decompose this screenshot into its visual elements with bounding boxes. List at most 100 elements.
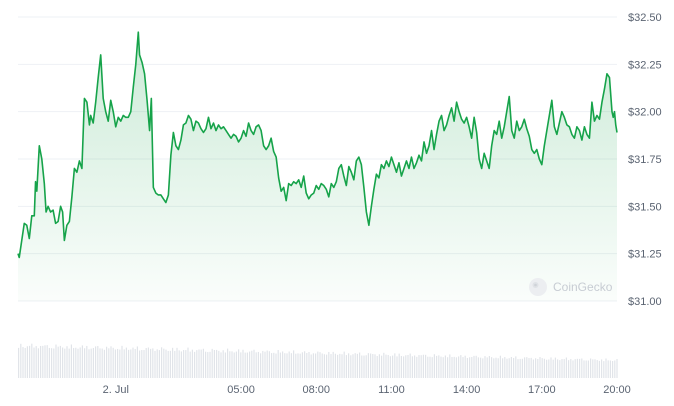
- volume-bar: [385, 354, 387, 378]
- volume-bar: [411, 356, 413, 378]
- volume-bar: [563, 359, 565, 378]
- volume-bar: [266, 350, 268, 378]
- volume-bar: [332, 351, 334, 378]
- volume-bar: [328, 351, 330, 378]
- volume-bar: [211, 348, 213, 378]
- volume-bar: [167, 350, 169, 378]
- volume-bar: [458, 356, 460, 378]
- volume-bar: [378, 354, 380, 378]
- volume-bar: [466, 357, 468, 378]
- y-tick-label: $31.75: [628, 154, 662, 166]
- volume-bar: [532, 359, 534, 378]
- volume-bar: [158, 350, 160, 378]
- volume-bar: [216, 349, 218, 378]
- volume-bar: [35, 346, 37, 378]
- volume-bar: [88, 349, 90, 378]
- volume-bar: [367, 353, 369, 378]
- volume-bar: [326, 354, 328, 378]
- volume-bar: [70, 344, 72, 378]
- volume-bar: [420, 355, 422, 378]
- coingecko-logo-icon: [529, 278, 547, 296]
- volume-bar: [279, 352, 281, 378]
- volume-bar: [218, 350, 220, 378]
- volume-bar: [20, 343, 22, 378]
- volume-bar: [64, 348, 66, 378]
- price-line[interactable]: [17, 31, 618, 259]
- volume-bar: [480, 357, 482, 378]
- volume-bar: [370, 353, 372, 378]
- volume-bar: [352, 354, 354, 378]
- volume-bar: [77, 348, 79, 378]
- volume-bar: [524, 357, 526, 378]
- volume-bar: [565, 357, 567, 378]
- volume-bar: [147, 347, 149, 378]
- coingecko-watermark: CoinGecko: [529, 278, 613, 296]
- volume-bar: [601, 359, 603, 378]
- volume-bar: [209, 351, 211, 378]
- volume-bar: [37, 348, 39, 378]
- volume-bar: [581, 358, 583, 378]
- volume-bar: [24, 347, 26, 378]
- volume-bar: [363, 355, 365, 378]
- volume-bar: [374, 354, 376, 378]
- volume-bar: [222, 350, 224, 378]
- volume-bar: [154, 350, 156, 378]
- volume-bar: [453, 356, 455, 378]
- volume-bars: [18, 343, 618, 378]
- volume-bar: [361, 355, 363, 378]
- volume-bar: [268, 351, 270, 378]
- volume-bar: [548, 359, 550, 378]
- volume-bar: [108, 348, 110, 378]
- volume-bar: [48, 347, 50, 378]
- volume-bar: [73, 348, 75, 378]
- volume-bar: [205, 351, 207, 378]
- volume-bar: [422, 354, 424, 378]
- volume-bar: [337, 354, 339, 378]
- volume-bar: [264, 351, 266, 378]
- volume-bar: [95, 346, 97, 378]
- volume-bar: [491, 357, 493, 378]
- volume-bar: [559, 360, 561, 378]
- volume-bar: [156, 349, 158, 378]
- volume-bar: [66, 346, 68, 378]
- volume-bar: [308, 351, 310, 378]
- volume-bar: [499, 355, 501, 378]
- volume-bar: [528, 358, 530, 378]
- volume-bar: [29, 345, 31, 378]
- y-axis-ticks: $32.50 $32.25 $32.00 $31.75 $31.50 $31.25 $31.…: [628, 12, 662, 308]
- volume-bar: [504, 357, 506, 378]
- volume-bar: [110, 346, 112, 378]
- volume-bar: [515, 356, 517, 378]
- volume-bar: [389, 356, 391, 378]
- volume-bar: [125, 347, 127, 378]
- volume-bar: [242, 349, 244, 378]
- volume-bar: [354, 353, 356, 378]
- volume-bar: [607, 360, 609, 378]
- volume-bar: [392, 355, 394, 378]
- y-tick-label: $32.00: [628, 107, 662, 119]
- volume-bar: [539, 357, 541, 378]
- volume-bar: [75, 347, 77, 378]
- volume-bar: [557, 359, 559, 378]
- volume-bar: [51, 348, 53, 378]
- x-tick-label: 11:00: [378, 384, 405, 396]
- volume-bar: [260, 353, 262, 378]
- volume-bar: [535, 358, 537, 378]
- volume-bar: [198, 349, 200, 378]
- volume-bar: [550, 357, 552, 378]
- volume-bar: [90, 348, 92, 378]
- volume-bar: [517, 359, 519, 378]
- volume-bar: [416, 356, 418, 378]
- volume-bar: [508, 358, 510, 378]
- volume-bar: [317, 351, 319, 378]
- volume-bar: [301, 352, 303, 378]
- volume-bar: [128, 349, 130, 378]
- volume-bar: [475, 355, 477, 378]
- volume-bar: [86, 345, 88, 378]
- volume-bar: [319, 352, 321, 378]
- volume-bar: [334, 353, 336, 378]
- volume-bar: [253, 349, 255, 378]
- volume-bar: [460, 355, 462, 378]
- volume-bar: [200, 349, 202, 378]
